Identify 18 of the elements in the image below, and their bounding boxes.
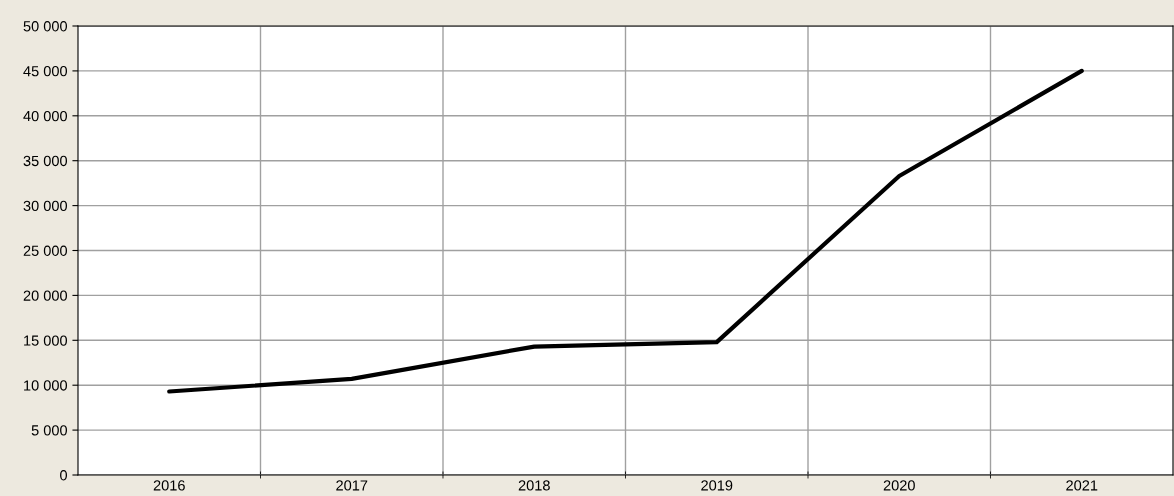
y-tick-label: 40 000: [23, 110, 68, 122]
x-tick-label: 2020: [883, 480, 915, 491]
y-tick-label: 45 000: [23, 66, 68, 77]
y-tick-label: 35 000: [23, 155, 68, 167]
y-tick-label: 50 000: [23, 21, 68, 32]
y-tick-label: 5 000: [31, 425, 68, 436]
line-series: [167, 68, 1084, 394]
x-tick-label: 2019: [701, 480, 733, 491]
y-tick-label: 10 000: [24, 380, 68, 391]
y-tick-label: 25 000: [23, 245, 68, 256]
y-tick-label: 0: [60, 470, 68, 481]
x-tick-label: 2021: [1066, 480, 1098, 491]
x-tick-label: 2018: [518, 480, 550, 491]
x-tick-label: 2017: [336, 480, 368, 491]
x-tick-label: 2016: [153, 480, 185, 491]
y-tick-label: 20 000: [23, 290, 68, 301]
y-tick-label: 15 000: [24, 335, 68, 346]
y-tick-label: 30 000: [23, 200, 68, 212]
